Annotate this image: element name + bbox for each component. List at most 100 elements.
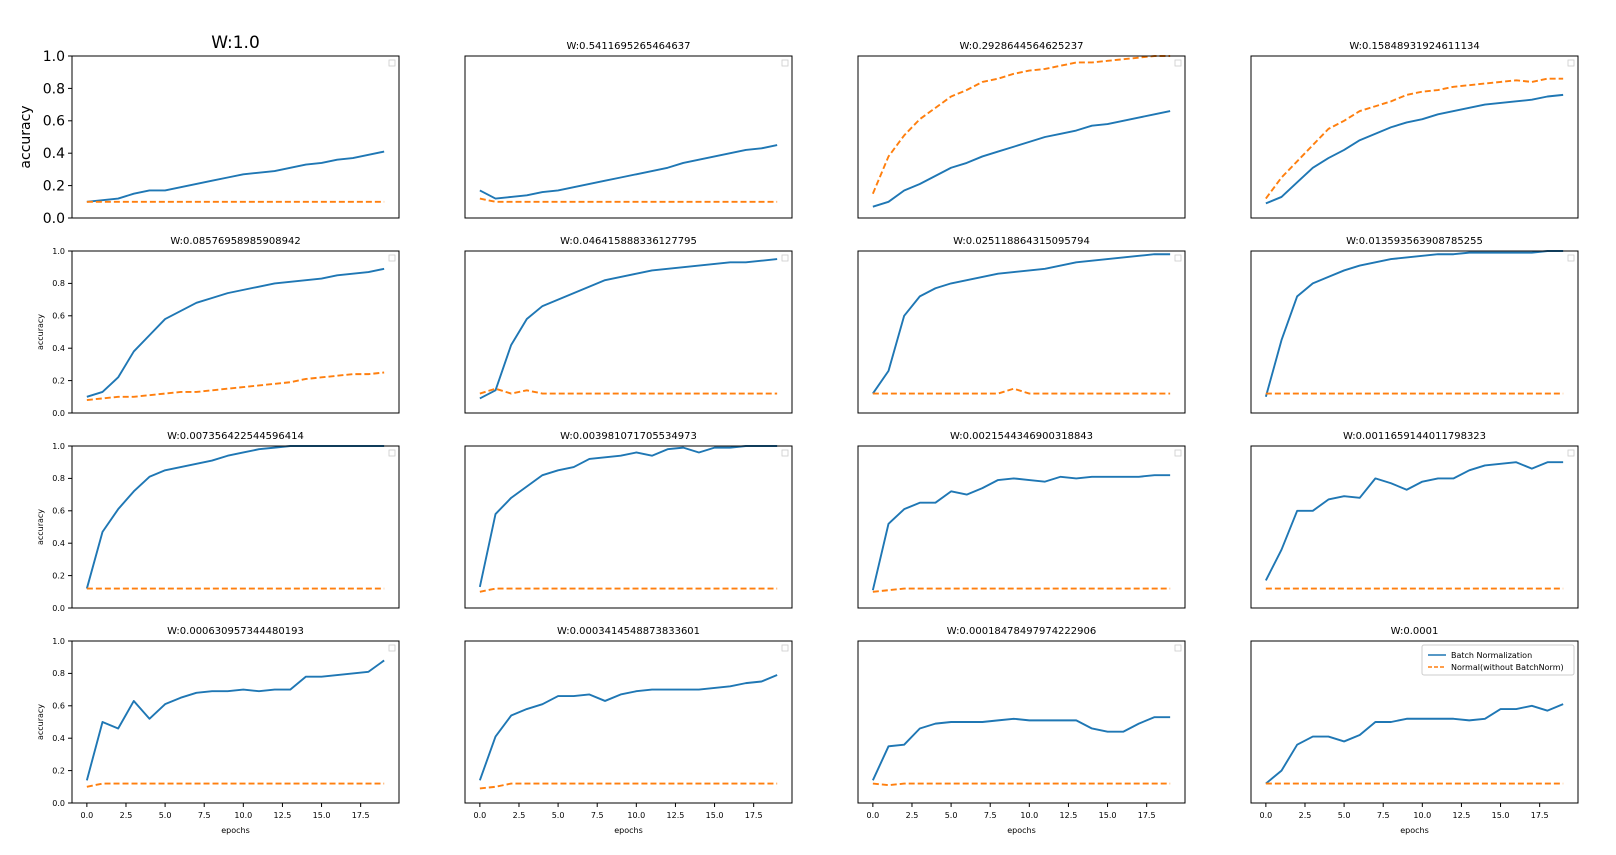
subplot-13: W:0.000630957344480193 0.0 0.2 0.4 0.6 0.8 1.0… — [36, 626, 400, 835]
series-line-normal — [479, 197, 778, 203]
x-tick-label: 7.5 — [198, 811, 211, 820]
subplot-title: W:0.000630957344480193 — [167, 626, 304, 637]
subplot-1: W:1.0 0.0 0.2 0.4 0.6 0.8 1.0 accuracy — [18, 33, 400, 227]
axes-frame — [857, 640, 1186, 804]
axes-frame — [464, 250, 793, 414]
series-line-batchnorm — [871, 716, 1171, 781]
y-axis-label: accuracy — [36, 509, 45, 545]
y-tick-label: 0.4 — [43, 146, 65, 162]
x-axis-label: epochs — [614, 826, 643, 835]
x-tick-label: 0.0 — [80, 811, 93, 820]
y-axis-label: accuracy — [36, 314, 45, 350]
subplot-12: W:0.0011659144011798323 — [1250, 431, 1579, 609]
empty-legend-box — [388, 59, 396, 67]
series-line-normal — [871, 55, 1171, 195]
legend-entry: Normal(without BatchNorm) — [1451, 663, 1564, 672]
empty-legend-box — [388, 254, 396, 262]
axes-frame — [1250, 445, 1579, 609]
series-line-normal — [872, 387, 1171, 395]
series-line-normal — [872, 587, 1171, 593]
empty-legend-box — [781, 254, 789, 262]
empty-legend-box — [781, 644, 789, 652]
x-tick-label: 5.0 — [1338, 811, 1351, 820]
series-line-normal — [872, 782, 1171, 787]
subplot-5: W:0.08576958985908942 0.0 0.2 0.4 0.6 0.8 1.0 a… — [36, 236, 400, 418]
y-tick-label: 0.6 — [52, 507, 65, 516]
y-tick-label: 1.0 — [43, 49, 65, 65]
y-tick-label: 0.0 — [52, 604, 65, 613]
x-tick-label: 2.5 — [1299, 811, 1312, 820]
x-tick-label: 5.0 — [159, 811, 172, 820]
axes-frame — [71, 250, 400, 414]
empty-legend-box — [1567, 254, 1575, 262]
empty-legend-box — [1174, 59, 1182, 67]
series-line-batchnorm — [479, 258, 778, 400]
y-tick-label: 0.0 — [43, 211, 65, 227]
x-tick-label: 17.5 — [745, 811, 763, 820]
subplot-title: W:0.0003414548873833601 — [557, 626, 700, 637]
legend: Batch Normalization Normal(without BatchN… — [1421, 644, 1575, 676]
legend-entry: Batch Normalization — [1451, 651, 1532, 660]
subplot-3: W:0.2928644564625237 — [857, 41, 1186, 219]
y-tick-label: 0.0 — [52, 409, 65, 418]
y-axis-label: accuracy — [36, 704, 45, 740]
y-tick-label: 0.6 — [52, 312, 65, 321]
subplot-9: W:0.007356422544596414 0.0 0.2 0.4 0.6 0.8 1.0… — [36, 431, 400, 613]
axes-frame — [464, 55, 793, 219]
x-tick-label: 12.5 — [667, 811, 685, 820]
x-tick-label: 17.5 — [1138, 811, 1156, 820]
empty-legend-box — [1174, 254, 1182, 262]
axes-frame — [464, 445, 793, 609]
subplot-7: W:0.025118864315095794 — [857, 236, 1186, 414]
y-tick-label: 0.6 — [52, 702, 65, 711]
subplot-title: W:0.046415888336127795 — [560, 236, 697, 247]
axes-frame — [71, 445, 400, 609]
x-tick-label: 2.5 — [120, 811, 133, 820]
series-line-batchnorm — [1265, 461, 1564, 581]
subplot-title: W:0.2928644564625237 — [959, 41, 1083, 52]
y-tick-label: 1.0 — [52, 442, 65, 451]
empty-legend-box — [388, 644, 396, 652]
legend-box — [1421, 644, 1575, 676]
subplot-title: W:0.0011659144011798323 — [1343, 431, 1486, 442]
subplot-title: W:0.08576958985908942 — [170, 236, 300, 247]
axes-frame — [857, 250, 1186, 414]
subplot-title: W:0.007356422544596414 — [167, 431, 304, 442]
y-tick-label: 1.0 — [52, 637, 65, 646]
empty-legend-box — [1567, 449, 1575, 457]
x-tick-label: 15.0 — [1492, 811, 1510, 820]
y-tick-label: 1.0 — [52, 247, 65, 256]
x-tick-label: 10.0 — [1413, 811, 1431, 820]
series-line-normal — [1265, 77, 1564, 200]
subplot-4: W:0.15848931924611134 — [1250, 41, 1579, 219]
subplot-title: W:0.5411695265464637 — [566, 41, 690, 52]
x-tick-label: 7.5 — [984, 811, 997, 820]
series-line-normal — [479, 782, 778, 790]
y-tick-label: 0.2 — [43, 179, 65, 195]
subplot-title: W:0.003981071705534973 — [560, 431, 697, 442]
empty-legend-box — [1174, 449, 1182, 457]
x-tick-label: 12.5 — [1453, 811, 1471, 820]
subplot-2: W:0.5411695265464637 — [464, 41, 793, 219]
y-tick-label: 0.2 — [52, 376, 65, 385]
x-tick-label: 17.5 — [1531, 811, 1549, 820]
subplot-title: W:0.025118864315095794 — [953, 236, 1090, 247]
empty-legend-box — [1567, 59, 1575, 67]
series-line-batchnorm — [479, 144, 778, 200]
x-tick-label: 10.0 — [234, 811, 252, 820]
series-line-batchnorm — [871, 474, 1171, 591]
series-line-batchnorm — [872, 110, 1171, 208]
axes-frame — [1250, 640, 1579, 804]
x-tick-label: 12.5 — [1060, 811, 1078, 820]
y-tick-label: 0.8 — [43, 81, 65, 97]
subplot-title: W:0.013593563908785255 — [1346, 236, 1483, 247]
y-tick-label: 0.4 — [52, 539, 65, 548]
axes-frame — [464, 640, 793, 804]
empty-legend-box — [781, 449, 789, 457]
y-tick-label: 0.8 — [52, 669, 65, 678]
x-tick-label: 10.0 — [627, 811, 645, 820]
x-tick-label: 15.0 — [706, 811, 724, 820]
empty-legend-box — [388, 449, 396, 457]
x-tick-label: 15.0 — [1099, 811, 1117, 820]
